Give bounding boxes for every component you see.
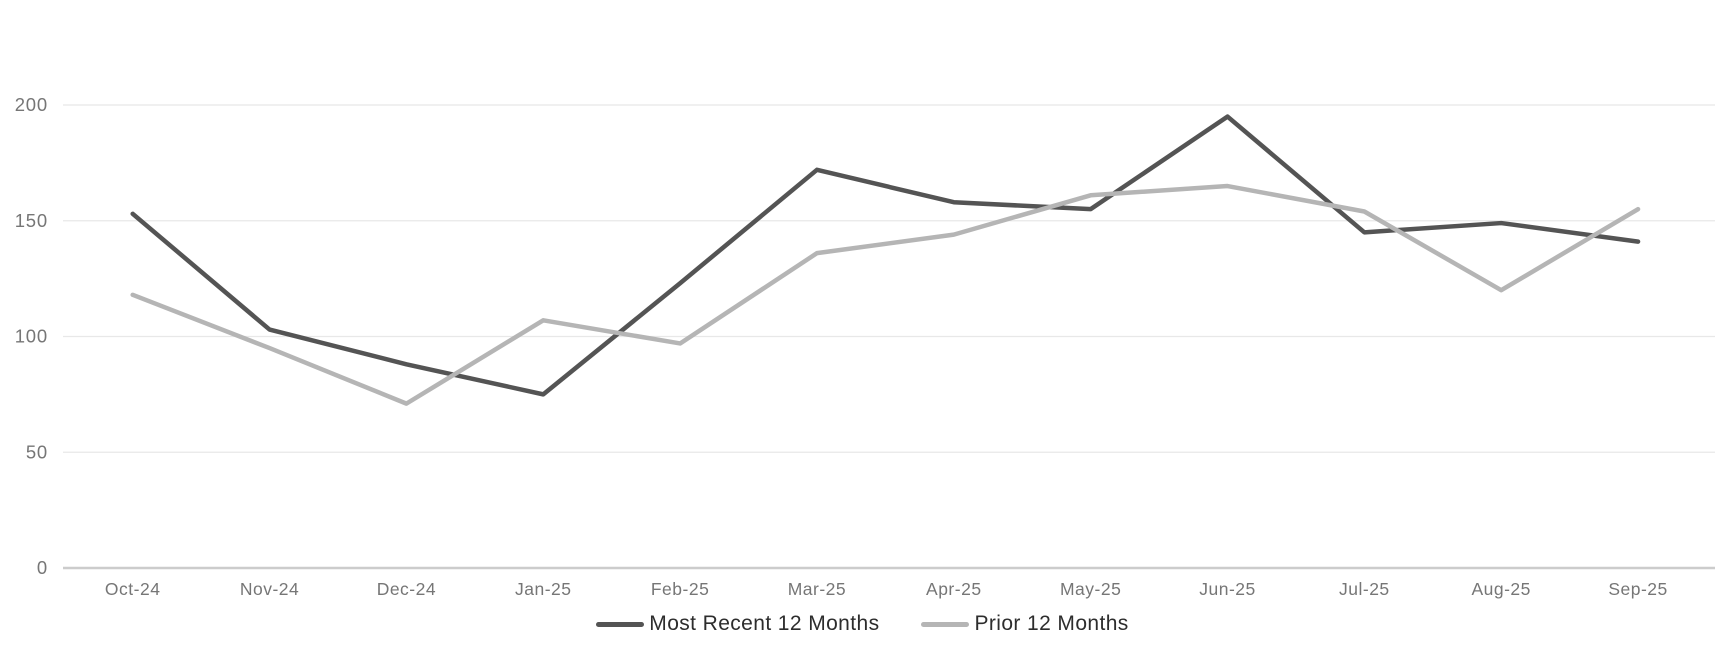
x-tick-label: Feb-25 bbox=[651, 579, 709, 599]
x-axis: Oct-24 Nov-24 Dec-24 Jan-25 Feb-25 Mar-25 Apr-… bbox=[105, 579, 1667, 599]
x-tick-label: Jun-25 bbox=[1199, 579, 1256, 599]
y-tick-label: 100 bbox=[15, 326, 48, 347]
series-line-1 bbox=[130, 183, 1641, 406]
legend-item-prior: Prior 12 Months bbox=[921, 612, 1128, 636]
legend-swatch-most-recent-icon bbox=[596, 621, 645, 627]
y-axis: 0 50 100 150 200 bbox=[15, 94, 48, 578]
legend-label-prior: Prior 12 Months bbox=[974, 612, 1129, 635]
legend-label-most-recent: Most Recent 12 Months bbox=[649, 612, 880, 635]
x-tick-label: Jul-25 bbox=[1339, 579, 1390, 599]
x-tick-label: Nov-24 bbox=[240, 579, 299, 599]
gridlines-group bbox=[63, 104, 1715, 570]
x-tick-label: Oct-24 bbox=[105, 579, 161, 599]
x-tick-label: Apr-25 bbox=[926, 579, 982, 599]
x-tick-label: May-25 bbox=[1060, 579, 1121, 599]
y-tick-label: 200 bbox=[15, 94, 48, 115]
x-tick-label: Dec-24 bbox=[377, 579, 436, 599]
legend-swatch-prior-icon bbox=[921, 621, 970, 627]
chart-legend: Most Recent 12 Months Prior 12 Months bbox=[0, 612, 1725, 636]
legend-item-most-recent: Most Recent 12 Months bbox=[596, 612, 879, 636]
x-tick-label: Aug-25 bbox=[1471, 579, 1530, 599]
x-tick-label: Mar-25 bbox=[788, 579, 846, 599]
x-tick-label: Sep-25 bbox=[1608, 579, 1667, 599]
series-line-0 bbox=[130, 114, 1641, 397]
y-tick-label: 0 bbox=[37, 557, 48, 578]
x-tick-label: Jan-25 bbox=[515, 579, 572, 599]
y-tick-label: 150 bbox=[15, 210, 48, 231]
y-tick-label: 50 bbox=[26, 441, 48, 462]
series-group bbox=[130, 114, 1641, 406]
